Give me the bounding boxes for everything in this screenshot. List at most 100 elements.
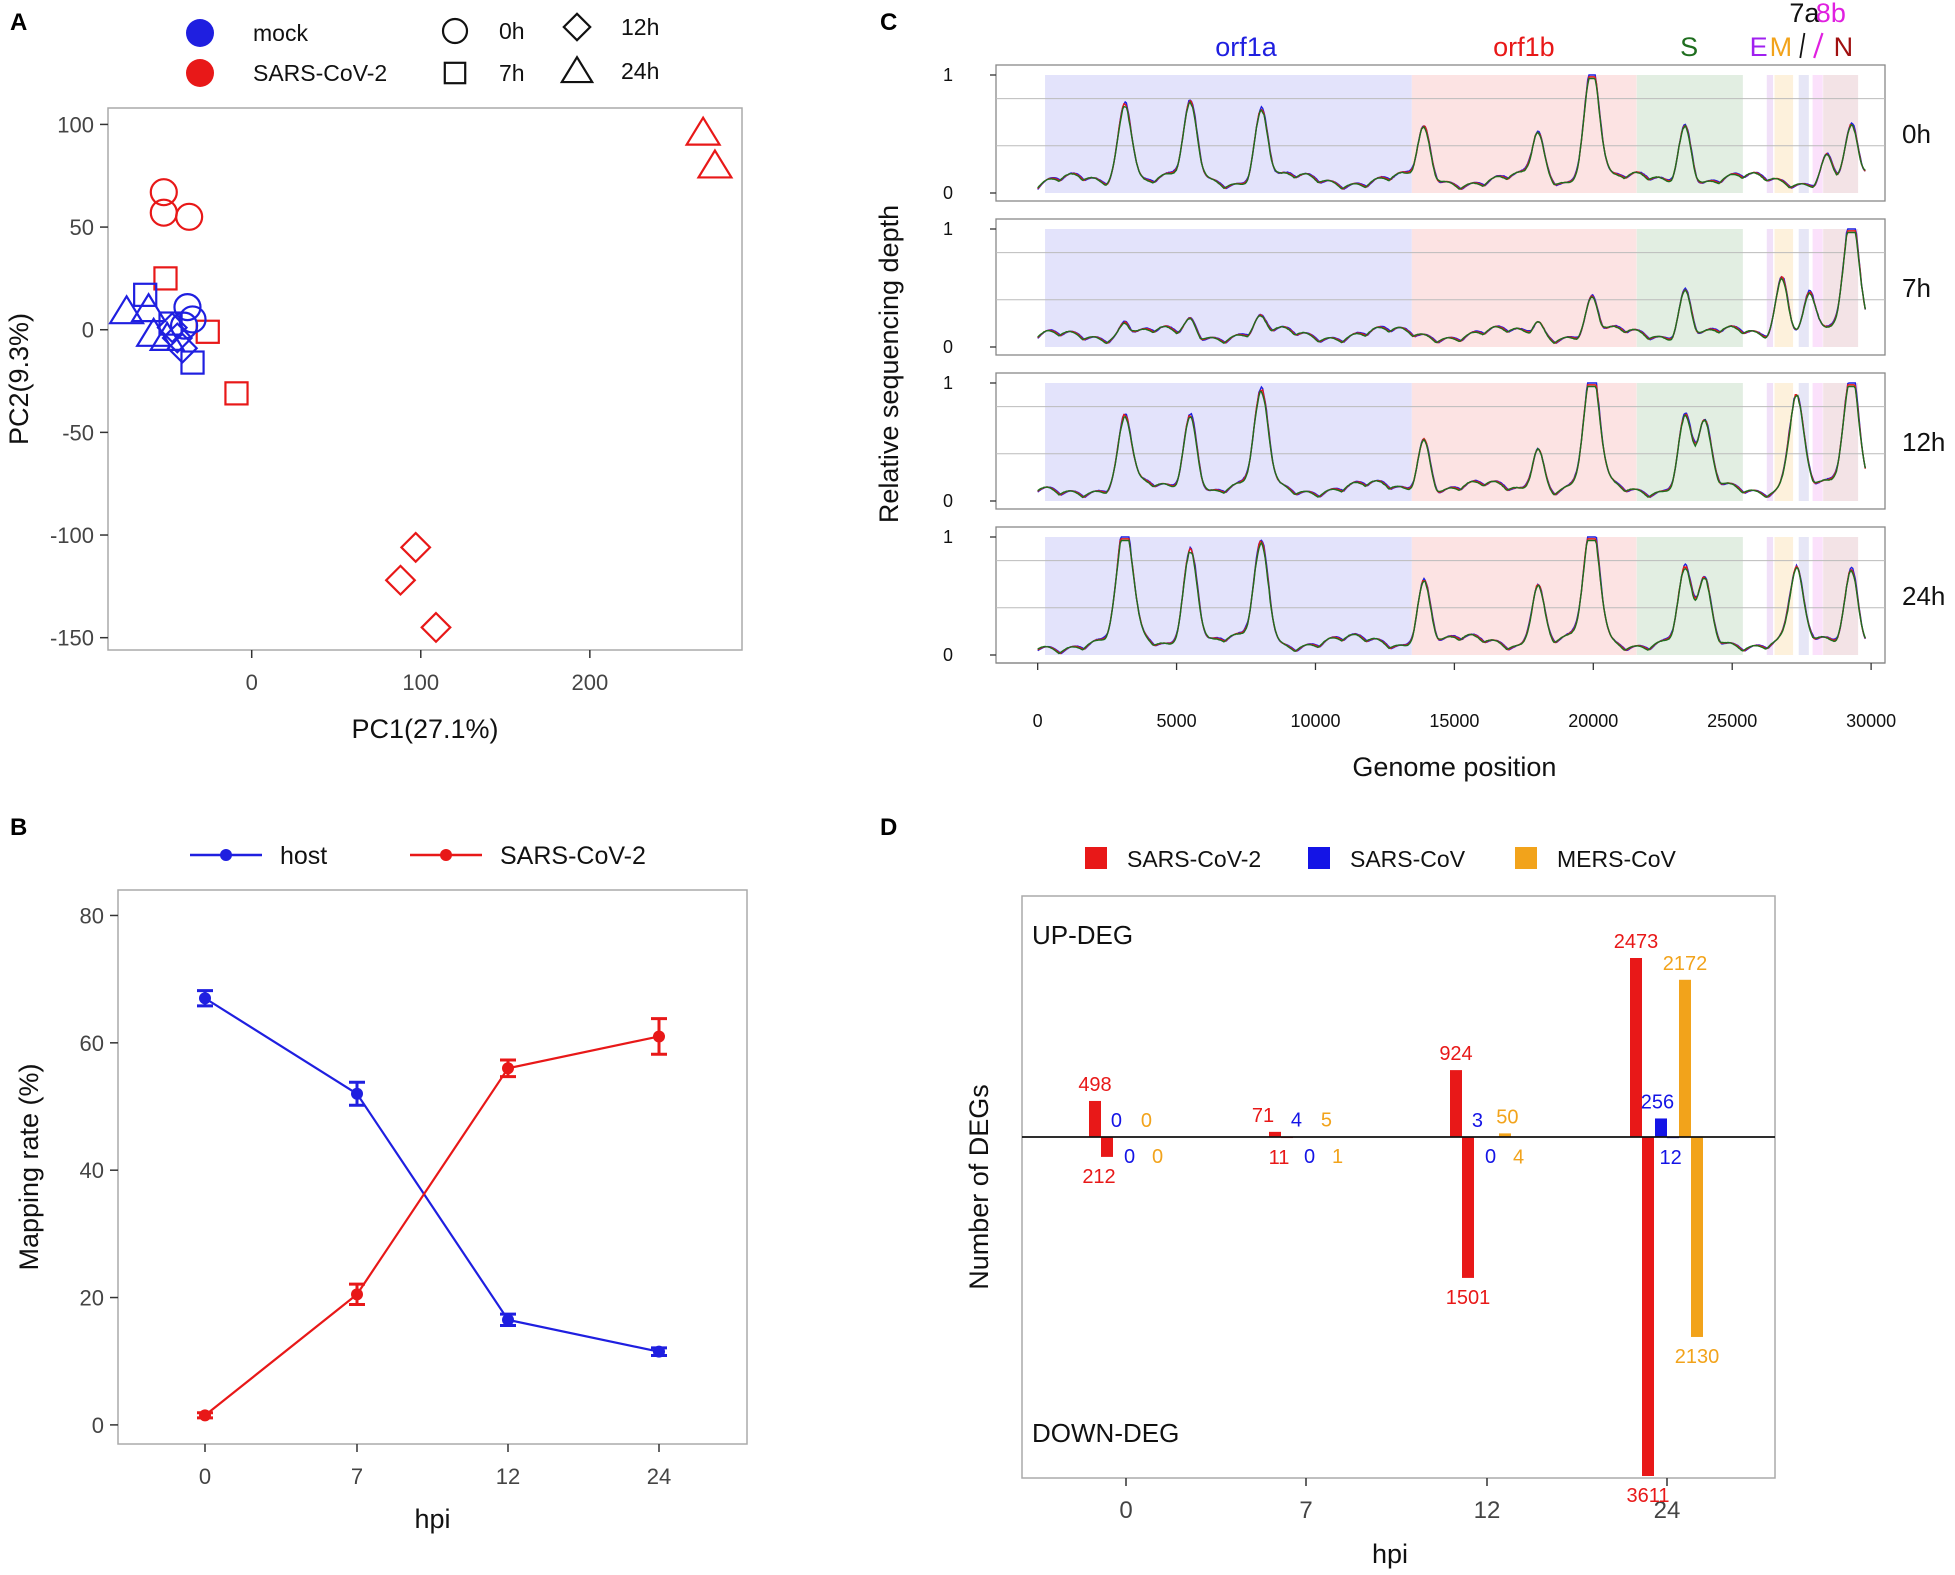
x-tick-label: 12 (1474, 1497, 1501, 1524)
up-value-label: 4 (1291, 1110, 1302, 1132)
up-value-label: 71 (1252, 1105, 1274, 1127)
legend-marker (440, 849, 452, 861)
x-axis-label: hpi (414, 1504, 450, 1534)
down-value-label: 3611 (1626, 1485, 1669, 1507)
up-value-label: 50 (1496, 1106, 1518, 1128)
y-tick-label: 0 (943, 183, 953, 203)
scatter-point (173, 293, 202, 322)
y-axis-label: Mapping rate (%) (14, 1063, 44, 1270)
gene-label-leader (1813, 32, 1824, 59)
gene-label: N (1834, 32, 1854, 62)
down-value-label: 0 (1124, 1146, 1135, 1168)
y-tick-label: 100 (57, 112, 94, 137)
gene-region-band (1774, 537, 1794, 655)
gene-region-band (1774, 229, 1794, 347)
data-point (199, 1409, 211, 1422)
y-tick-label: -150 (50, 626, 94, 651)
down-value-label: 0 (1485, 1146, 1496, 1168)
x-tick-label: 10000 (1290, 711, 1340, 731)
gene-region-band (1812, 383, 1823, 501)
down-value-label: 4 (1513, 1146, 1524, 1168)
up-bar (1499, 1133, 1511, 1137)
gene-region-band (1823, 537, 1859, 655)
scatter-point (133, 282, 158, 307)
down-value-label: 11 (1269, 1147, 1290, 1169)
down-bar (1101, 1137, 1113, 1157)
scatter-point (175, 202, 204, 231)
data-point (502, 1062, 514, 1075)
legend-marker-7h (443, 61, 467, 85)
gene-region-band (1766, 383, 1774, 501)
x-tick-label: 100 (402, 670, 439, 695)
scatter-point (399, 531, 432, 564)
x-axis-label: Genome position (1352, 752, 1556, 782)
facet-label: 24h (1902, 581, 1945, 611)
gene-region-band (1798, 75, 1809, 193)
mapping-rate-panel: 0 20 40 60 80 0 7 12 24 hpi Mapping rate (%) host SA… (14, 842, 748, 1534)
scatter-point (384, 564, 417, 597)
gene-region-band (1636, 383, 1743, 501)
scatter-point (148, 320, 186, 351)
x-tick-label: 0 (246, 670, 258, 695)
data-point (351, 1087, 363, 1100)
y-tick-label: 1 (943, 527, 953, 547)
y-axis-label: Relative sequencing depth (874, 205, 904, 523)
gene-region-band (1774, 75, 1794, 193)
scatter-point (224, 381, 249, 406)
facet-label: 7h (1902, 273, 1931, 303)
legend-marker-12h (562, 12, 592, 42)
data-point (653, 1345, 665, 1358)
scatter-point (149, 178, 178, 207)
depth-profile-line (1037, 539, 1866, 655)
gene-region-band (1766, 537, 1774, 655)
legend-swatch-sars2 (186, 59, 214, 87)
gene-region-band (1636, 75, 1743, 193)
gene-region-band (1812, 229, 1823, 347)
gene-region-band (1766, 229, 1774, 347)
scatter-point (166, 332, 199, 365)
gene-region-band (1798, 229, 1809, 347)
panel-label-d: D (880, 814, 897, 841)
up-value-label: 2172 (1663, 953, 1708, 975)
gene-label: E (1750, 32, 1768, 62)
depth-profile-line (1037, 77, 1866, 190)
up-value-label: 0 (1111, 1110, 1122, 1132)
gene-label-leader (1799, 32, 1806, 59)
gene-region-band (1411, 229, 1637, 347)
x-tick-label: 24 (647, 1464, 671, 1489)
legend-label: MERS-CoV (1557, 846, 1677, 872)
scatter-point (420, 611, 452, 644)
legend-label: SARS-CoV (1350, 846, 1466, 872)
legend-marker-0h (441, 17, 469, 45)
gene-label: orf1a (1215, 32, 1278, 62)
plot-frame (1021, 895, 1776, 1479)
gene-region-band (1798, 383, 1809, 501)
up-bar (1450, 1070, 1462, 1137)
x-tick-label: 200 (571, 670, 608, 695)
y-axis-label: PC2(9.3%) (4, 313, 34, 445)
x-tick-label: 7 (1299, 1497, 1312, 1524)
y-tick-label: 20 (80, 1286, 104, 1311)
data-point (351, 1288, 363, 1301)
y-tick-label: -50 (62, 420, 94, 445)
up-bar (1089, 1100, 1101, 1137)
up-bar (1630, 958, 1642, 1137)
scatter-point (130, 292, 167, 323)
gene-label: 7a (1789, 0, 1820, 28)
up-value-label: 5 (1321, 1110, 1332, 1132)
y-tick-label: 1 (943, 219, 953, 239)
series-line (204, 997, 660, 1353)
gene-label: orf1b (1493, 32, 1555, 62)
y-axis-label: Number of DEGs (964, 1084, 994, 1290)
x-tick-label: 30000 (1846, 711, 1896, 731)
legend-label: mock (253, 20, 308, 46)
x-tick-label: 5000 (1157, 711, 1197, 731)
gene-region-band (1045, 229, 1412, 347)
depth-profile-line (1037, 231, 1866, 345)
depth-profile-line (1037, 385, 1866, 499)
x-tick-label: 24 (1654, 1497, 1681, 1524)
legend-label: 12h (621, 14, 659, 40)
panel-label-b: B (10, 814, 27, 841)
y-tick-label: 1 (943, 65, 953, 85)
